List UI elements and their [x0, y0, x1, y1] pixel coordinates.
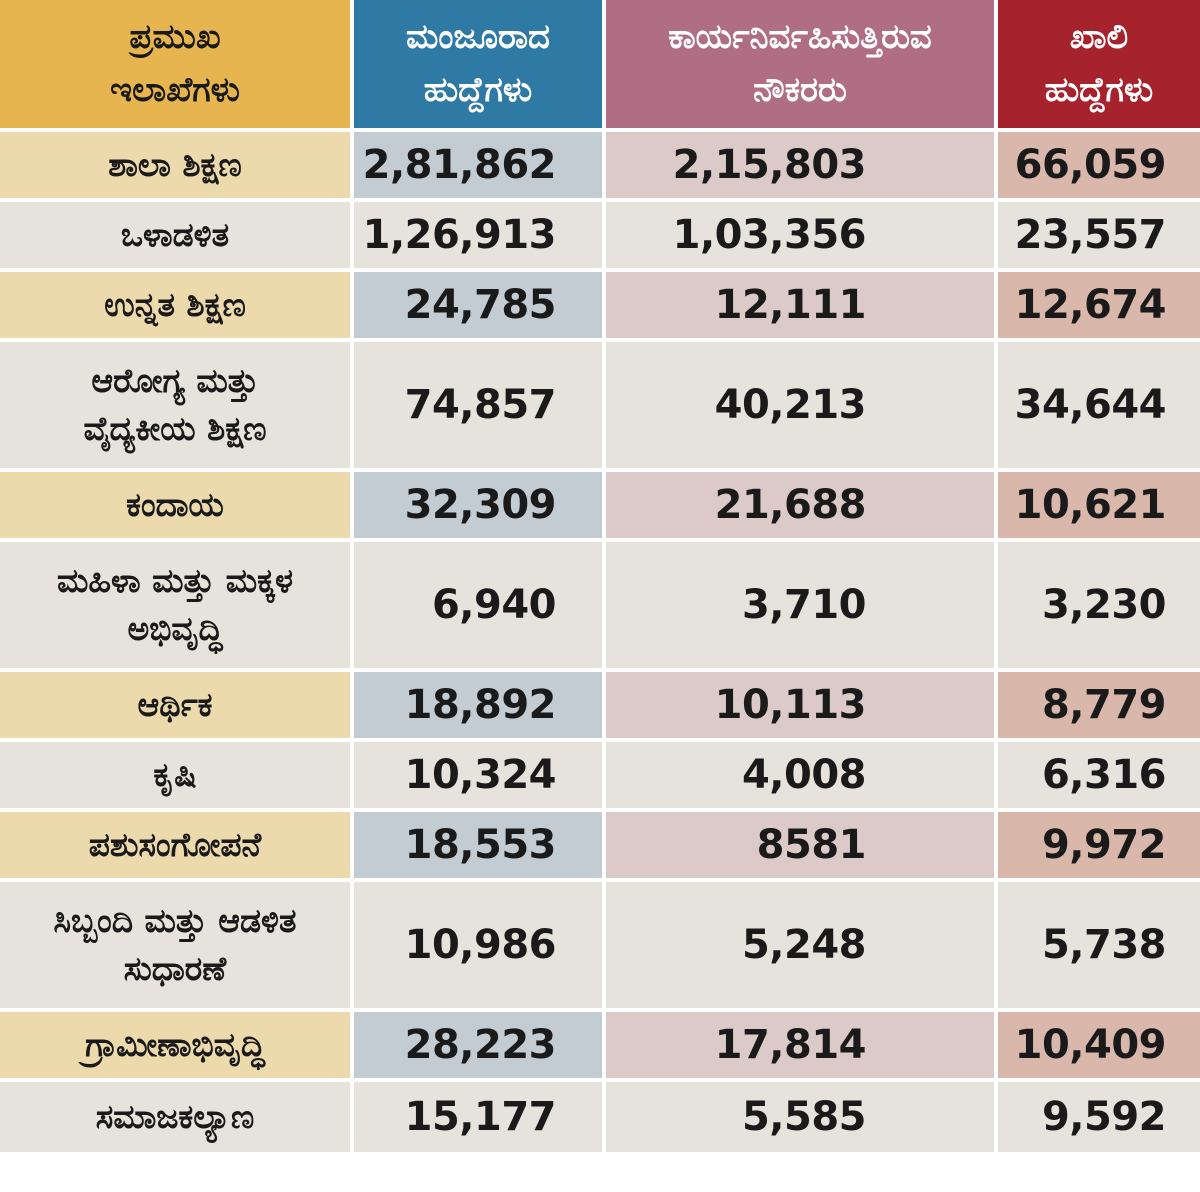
sanctioned-cell: 28,223 — [354, 1012, 606, 1082]
sanctioned-cell: 1,26,913 — [354, 202, 606, 272]
vacant-cell: 9,592 — [998, 1082, 1200, 1152]
working-cell: 5,585 — [606, 1082, 998, 1152]
working-cell: 2,15,803 — [606, 132, 998, 202]
department-cell: ಸಮಾಜಕಲ್ಯಾಣ — [0, 1082, 354, 1152]
department-cell: ಉನ್ನತ ಶಿಕ್ಷಣ — [0, 272, 354, 342]
sanctioned-cell: 18,892 — [354, 672, 606, 742]
working-cell: 4,008 — [606, 742, 998, 812]
working-cell: 40,213 — [606, 342, 998, 472]
vacant-cell: 9,972 — [998, 812, 1200, 882]
department-cell: ಆರೋಗ್ಯ ಮತ್ತು ವೈದ್ಯಕೀಯ ಶಿಕ್ಷಣ — [0, 342, 354, 472]
sanctioned-cell: 32,309 — [354, 472, 606, 542]
working-cell: 8581 — [606, 812, 998, 882]
sanctioned-cell: 10,324 — [354, 742, 606, 812]
vacant-cell: 10,621 — [998, 472, 1200, 542]
header-department: ಪ್ರಮುಖ ಇಲಾಖೆಗಳು — [0, 0, 354, 132]
department-cell: ಗ್ರಾಮೀಣಾಭಿವೃದ್ಧಿ — [0, 1012, 354, 1082]
sanctioned-cell: 15,177 — [354, 1082, 606, 1152]
department-cell: ಶಾಲಾ ಶಿಕ್ಷಣ — [0, 132, 354, 202]
vacant-cell: 3,230 — [998, 542, 1200, 672]
vacant-cell: 34,644 — [998, 342, 1200, 472]
sanctioned-cell: 74,857 — [354, 342, 606, 472]
department-cell: ಕೃಷಿ — [0, 742, 354, 812]
header-vacant-posts: ಖಾಲಿ ಹುದ್ದೆಗಳು — [998, 0, 1200, 132]
sanctioned-cell: 2,81,862 — [354, 132, 606, 202]
working-cell: 5,248 — [606, 882, 998, 1012]
working-cell: 10,113 — [606, 672, 998, 742]
sanctioned-cell: 6,940 — [354, 542, 606, 672]
sanctioned-cell: 18,553 — [354, 812, 606, 882]
department-cell: ಒಳಾಡಳಿತ — [0, 202, 354, 272]
header-sanctioned-posts: ಮಂಜೂರಾದ ಹುದ್ದೆಗಳು — [354, 0, 606, 132]
working-cell: 1,03,356 — [606, 202, 998, 272]
department-cell: ಪಶುಸಂಗೋಪನೆ — [0, 812, 354, 882]
working-cell: 3,710 — [606, 542, 998, 672]
vacant-cell: 23,557 — [998, 202, 1200, 272]
vacant-cell: 8,779 — [998, 672, 1200, 742]
department-cell: ಸಿಬ್ಬಂದಿ ಮತ್ತು ಆಡಳಿತ ಸುಧಾರಣೆ — [0, 882, 354, 1012]
vacant-cell: 6,316 — [998, 742, 1200, 812]
vacant-cell: 10,409 — [998, 1012, 1200, 1082]
working-cell: 17,814 — [606, 1012, 998, 1082]
header-working-employees: ಕಾರ್ಯನಿರ್ವಹಿಸುತ್ತಿರುವ ನೌಕರರು — [606, 0, 998, 132]
vacant-cell: 12,674 — [998, 272, 1200, 342]
vacant-cell: 5,738 — [998, 882, 1200, 1012]
sanctioned-cell: 10,986 — [354, 882, 606, 1012]
working-cell: 12,111 — [606, 272, 998, 342]
sanctioned-cell: 24,785 — [354, 272, 606, 342]
working-cell: 21,688 — [606, 472, 998, 542]
vacant-cell: 66,059 — [998, 132, 1200, 202]
department-cell: ಮಹಿಳಾ ಮತ್ತು ಮಕ್ಕಳ ಅಭಿವೃದ್ಧಿ — [0, 542, 354, 672]
department-cell: ಕಂದಾಯ — [0, 472, 354, 542]
department-cell: ಆರ್ಥಿಕ — [0, 672, 354, 742]
